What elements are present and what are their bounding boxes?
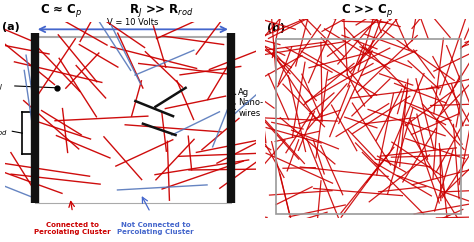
Text: R$_J$: R$_J$ <box>0 79 4 93</box>
Text: V = 10 Volts: V = 10 Volts <box>107 18 158 27</box>
Text: (a): (a) <box>2 22 20 32</box>
Text: Connected to
Percolating Cluster: Connected to Percolating Cluster <box>34 222 111 235</box>
Text: Ag
Nano-
wires: Ag Nano- wires <box>238 88 264 118</box>
Text: R$_J$ >> R$_{rod}$: R$_J$ >> R$_{rod}$ <box>129 2 193 19</box>
Text: C ≈ C$_p$: C ≈ C$_p$ <box>40 2 83 19</box>
Text: Not Connected to
Percolating Cluster: Not Connected to Percolating Cluster <box>117 222 194 235</box>
Text: C >> C$_p$: C >> C$_p$ <box>341 2 393 19</box>
Text: (b): (b) <box>267 23 286 33</box>
Text: R$_{rod}$: R$_{rod}$ <box>0 124 8 138</box>
Bar <box>275 39 461 214</box>
